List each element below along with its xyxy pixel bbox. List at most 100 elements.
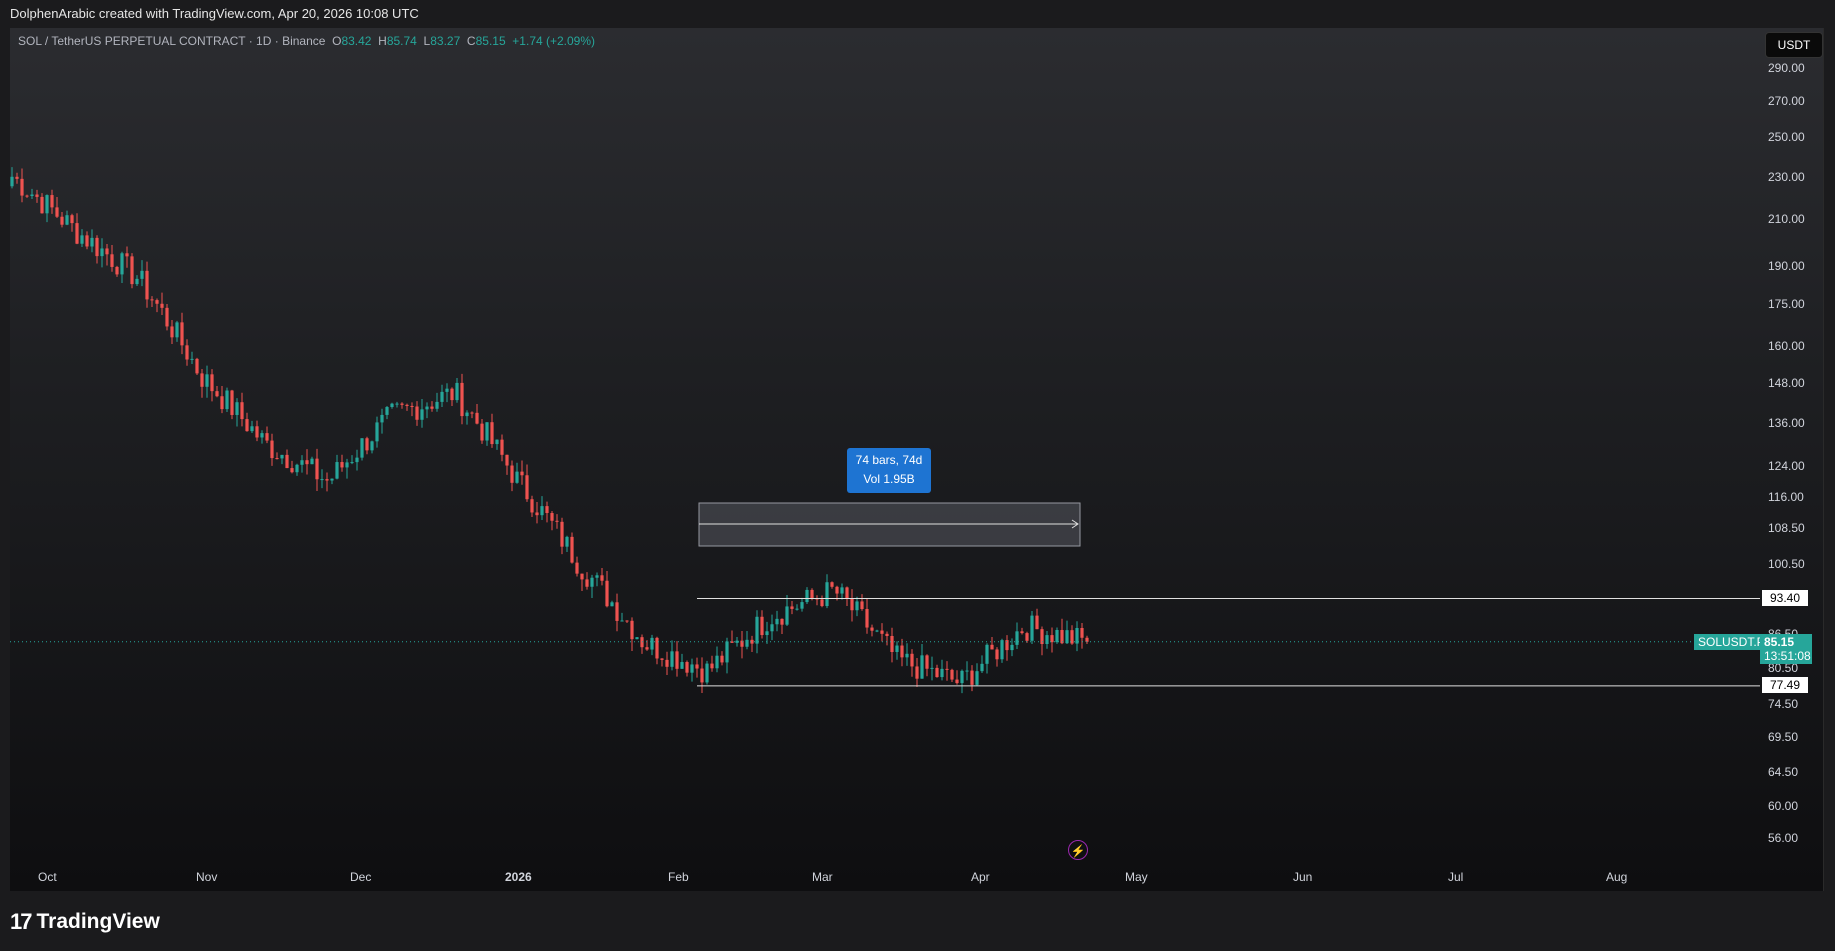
candle-body bbox=[545, 506, 549, 514]
candle-body bbox=[370, 441, 374, 451]
candle-body bbox=[460, 382, 464, 417]
candle-body bbox=[990, 644, 994, 650]
candle-body bbox=[1055, 630, 1059, 643]
candle-body bbox=[270, 440, 274, 459]
candle-body bbox=[975, 671, 979, 685]
candle-body bbox=[250, 426, 254, 432]
open-value: 83.42 bbox=[341, 34, 372, 48]
candle-body bbox=[420, 409, 424, 420]
price-axis-label: 160.00 bbox=[1768, 339, 1805, 354]
symbol-legend: SOL / TetherUS PERPETUAL CONTRACT · 1D ·… bbox=[18, 34, 595, 48]
currency-button[interactable]: USDT bbox=[1765, 32, 1823, 58]
candle-body bbox=[950, 669, 954, 680]
candle-body bbox=[645, 647, 649, 650]
candle-body bbox=[285, 454, 289, 469]
price-axis-label: 80.50 bbox=[1768, 661, 1799, 676]
candle-body bbox=[390, 403, 394, 408]
candle-body bbox=[425, 406, 429, 410]
price-axis-label: 175.00 bbox=[1768, 297, 1805, 312]
price-axis-label: 108.50 bbox=[1768, 521, 1805, 536]
candle-body bbox=[330, 478, 334, 481]
price-axis-label: 69.50 bbox=[1768, 729, 1799, 744]
candle-body bbox=[520, 471, 524, 476]
candle-body bbox=[710, 663, 714, 669]
candle-body bbox=[495, 439, 499, 445]
candle-body bbox=[55, 207, 59, 217]
candle-body bbox=[760, 616, 764, 636]
candle-body bbox=[700, 668, 704, 683]
candle-body bbox=[65, 215, 69, 225]
time-axis-label: Mar bbox=[812, 870, 833, 884]
last-price-tag: 85.15 13:51:08 bbox=[1760, 634, 1812, 664]
candle-body bbox=[445, 388, 449, 392]
candle-body bbox=[540, 506, 544, 516]
candle-body bbox=[315, 458, 319, 480]
candle-body bbox=[670, 651, 674, 667]
candle-body bbox=[875, 630, 879, 632]
candle-body bbox=[295, 464, 299, 473]
high-value: 85.74 bbox=[386, 34, 417, 48]
candle-body bbox=[1025, 633, 1029, 641]
candle-body bbox=[135, 278, 139, 285]
candle-body bbox=[475, 412, 479, 424]
candle-body bbox=[210, 374, 214, 392]
candle-body bbox=[305, 460, 309, 465]
candle-body bbox=[910, 653, 914, 667]
candle-body bbox=[865, 609, 869, 628]
price-axis-label: 74.50 bbox=[1768, 697, 1799, 712]
candle-body bbox=[275, 458, 279, 460]
candle-body bbox=[440, 391, 444, 402]
candle-body bbox=[150, 299, 154, 301]
symbol-name[interactable]: SOL / TetherUS PERPETUAL CONTRACT · 1D ·… bbox=[18, 34, 326, 48]
candle-body bbox=[75, 223, 79, 244]
candle-body bbox=[1060, 630, 1064, 644]
candle-body bbox=[220, 396, 224, 410]
price-axis-label: 148.00 bbox=[1768, 375, 1805, 390]
candle-body bbox=[260, 433, 264, 438]
close-label: C bbox=[466, 34, 476, 48]
candle-body bbox=[595, 575, 599, 578]
time-axis-label: Aug bbox=[1606, 870, 1628, 884]
candle-body bbox=[115, 266, 119, 275]
candle-body bbox=[905, 653, 909, 658]
candle-body bbox=[485, 422, 489, 441]
price-axis-label: 100.50 bbox=[1768, 557, 1805, 572]
lightning-icon[interactable]: ⚡ bbox=[1068, 840, 1088, 860]
candle-body bbox=[230, 390, 234, 415]
candle-body bbox=[1015, 631, 1019, 645]
upper-level-tag: 93.40 bbox=[1762, 590, 1808, 606]
candle-body bbox=[510, 465, 514, 483]
candle-body bbox=[205, 374, 209, 387]
open-label: O bbox=[332, 34, 342, 48]
candle-body bbox=[960, 670, 964, 684]
candle-body bbox=[580, 573, 584, 580]
candle-body bbox=[690, 664, 694, 673]
time-axis-label: Apr bbox=[971, 870, 990, 884]
candle-body bbox=[385, 407, 389, 415]
candle-body bbox=[70, 215, 74, 224]
brand-name: TradingView bbox=[36, 910, 160, 933]
candle-body bbox=[620, 620, 624, 622]
candle-body bbox=[320, 479, 324, 481]
candle-body bbox=[20, 178, 24, 196]
candle-body bbox=[355, 457, 359, 463]
measure-tooltip: 74 bars, 74d Vol 1.95B bbox=[847, 448, 931, 493]
tradingview-logo[interactable]: 17 TradingView bbox=[10, 908, 160, 936]
candle-body bbox=[120, 253, 124, 275]
candle-body bbox=[900, 645, 904, 658]
price-axis-label: 210.00 bbox=[1768, 212, 1805, 227]
candle-body bbox=[1075, 627, 1079, 644]
candle-body bbox=[1020, 631, 1024, 634]
price-axis-label: 190.00 bbox=[1768, 258, 1805, 273]
candle-body bbox=[300, 460, 304, 465]
lower-level-tag: 77.49 bbox=[1762, 677, 1808, 693]
candle-body bbox=[745, 639, 749, 647]
candle-body bbox=[980, 663, 984, 672]
candle-body bbox=[1010, 644, 1014, 651]
candle-body bbox=[655, 637, 659, 659]
candle-body bbox=[1040, 629, 1044, 645]
candle-body bbox=[940, 668, 944, 678]
candle-body bbox=[290, 468, 294, 473]
tv-mark-icon: 17 bbox=[10, 909, 33, 934]
